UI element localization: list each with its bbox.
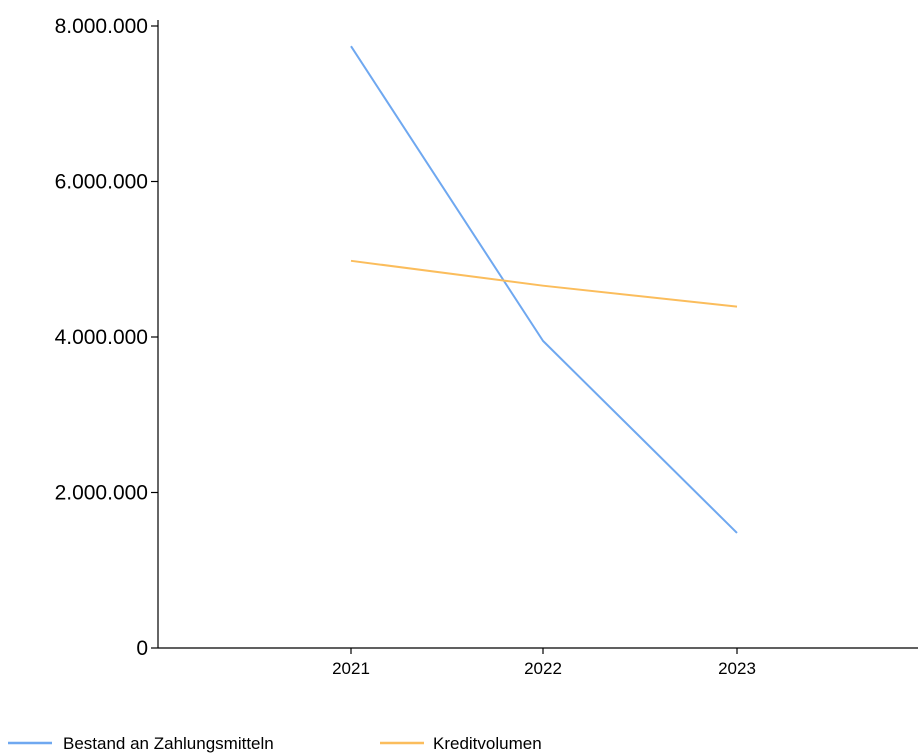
legend: Bestand an Zahlungsmitteln Kreditvolumen (8, 734, 542, 753)
legend-label: Bestand an Zahlungsmitteln (63, 734, 274, 753)
x-axis-ticks: 2021 2022 2023 (332, 648, 756, 678)
legend-label: Kreditvolumen (433, 734, 542, 753)
x-tick-label: 2022 (524, 659, 562, 678)
y-axis-ticks: 0 2.000.000 4.000.000 6.000.000 8.000.000 (55, 15, 158, 660)
chart-axes (157, 20, 918, 649)
series-lines (350, 45, 738, 534)
y-tick-label: 2.000.000 (55, 482, 148, 505)
series-line-kreditvolumen (350, 259, 738, 308)
x-tick-label: 2023 (718, 659, 756, 678)
y-tick-label: 6.000.000 (55, 171, 148, 194)
y-tick-label: 4.000.000 (55, 326, 148, 349)
series-line-bestand-an-zahlungsmitteln (350, 45, 738, 534)
y-tick-label: 8.000.000 (55, 15, 148, 38)
x-tick-label: 2021 (332, 659, 370, 678)
y-tick-label: 0 (136, 637, 148, 660)
